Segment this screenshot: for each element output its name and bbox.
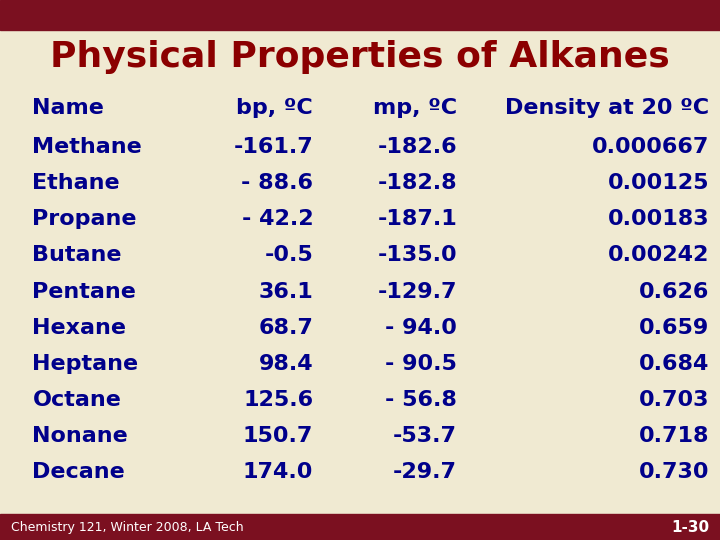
Text: 0.684: 0.684	[639, 354, 709, 374]
Text: - 90.5: - 90.5	[385, 354, 457, 374]
Bar	[0, 0, 720, 30]
Text: Octane: Octane	[32, 390, 121, 410]
Text: 0.00183: 0.00183	[608, 209, 709, 230]
Text: 68.7: 68.7	[258, 318, 313, 338]
Text: - 56.8: - 56.8	[385, 390, 457, 410]
Text: Hexane: Hexane	[32, 318, 127, 338]
Text: Heptane: Heptane	[32, 354, 138, 374]
Text: -129.7: -129.7	[378, 281, 457, 302]
Text: Chemistry 121, Winter 2008, LA Tech: Chemistry 121, Winter 2008, LA Tech	[11, 521, 243, 534]
Text: 0.703: 0.703	[639, 390, 709, 410]
Text: 0.00242: 0.00242	[608, 245, 709, 266]
Text: Decane: Decane	[32, 462, 125, 483]
Text: 0.659: 0.659	[639, 318, 709, 338]
Text: Name: Name	[32, 98, 104, 118]
Text: - 88.6: - 88.6	[241, 173, 313, 193]
Text: 174.0: 174.0	[243, 462, 313, 483]
Text: Propane: Propane	[32, 209, 137, 230]
Text: mp, ºC: mp, ºC	[373, 98, 457, 118]
Text: bp, ºC: bp, ºC	[236, 98, 313, 118]
Text: -187.1: -187.1	[377, 209, 457, 230]
Text: 0.730: 0.730	[639, 462, 709, 483]
Text: - 42.2: - 42.2	[242, 209, 313, 230]
Text: Methane: Methane	[32, 137, 142, 157]
Text: Density at 20 ºC: Density at 20 ºC	[505, 98, 709, 118]
Bar	[0, 514, 720, 540]
Text: Nonane: Nonane	[32, 426, 128, 447]
Text: -135.0: -135.0	[377, 245, 457, 266]
Text: Physical Properties of Alkanes: Physical Properties of Alkanes	[50, 40, 670, 73]
Text: -29.7: -29.7	[393, 462, 457, 483]
Text: 125.6: 125.6	[243, 390, 313, 410]
Text: - 94.0: - 94.0	[385, 318, 457, 338]
Text: 1-30: 1-30	[671, 519, 709, 535]
Text: 0.000667: 0.000667	[592, 137, 709, 157]
Text: -0.5: -0.5	[264, 245, 313, 266]
Text: 0.626: 0.626	[639, 281, 709, 302]
Text: 0.00125: 0.00125	[608, 173, 709, 193]
Text: Butane: Butane	[32, 245, 122, 266]
Text: 36.1: 36.1	[258, 281, 313, 302]
Text: 0.718: 0.718	[639, 426, 709, 447]
Text: -161.7: -161.7	[233, 137, 313, 157]
Text: Pentane: Pentane	[32, 281, 136, 302]
Text: 150.7: 150.7	[243, 426, 313, 447]
Text: -53.7: -53.7	[393, 426, 457, 447]
Text: 98.4: 98.4	[258, 354, 313, 374]
Text: Ethane: Ethane	[32, 173, 120, 193]
Text: -182.6: -182.6	[377, 137, 457, 157]
Text: -182.8: -182.8	[377, 173, 457, 193]
